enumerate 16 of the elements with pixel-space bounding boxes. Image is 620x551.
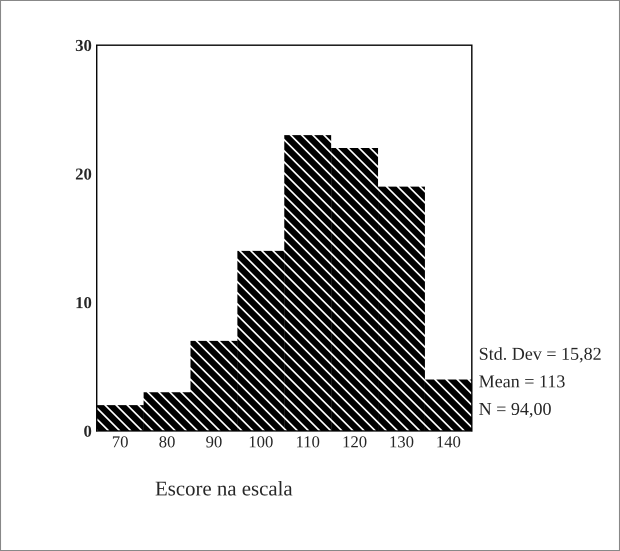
x-tick-label: 70 (112, 436, 128, 448)
x-tick-label: 120 (344, 436, 366, 448)
x-tick-label: 140 (437, 436, 460, 448)
text: N = 94,00 (479, 402, 551, 418)
y-tick-label: 10 (76, 297, 92, 308)
x-axis-title: Escore na escala (156, 480, 292, 496)
y-tick-label: 20 (76, 168, 92, 180)
y-tick-label: 30 (76, 40, 92, 52)
y-tick-label: 0 (84, 426, 92, 437)
x-tick-label: 100 (250, 436, 273, 448)
x-tick-label: 110 (296, 436, 320, 448)
x-tick-label: 80 (159, 436, 175, 448)
x-tick-label: 130 (390, 436, 414, 448)
text: Mean = 113 (479, 375, 565, 388)
text: Std. Dev = 15,82 (480, 347, 601, 363)
x-tick-label: 90 (206, 436, 222, 448)
